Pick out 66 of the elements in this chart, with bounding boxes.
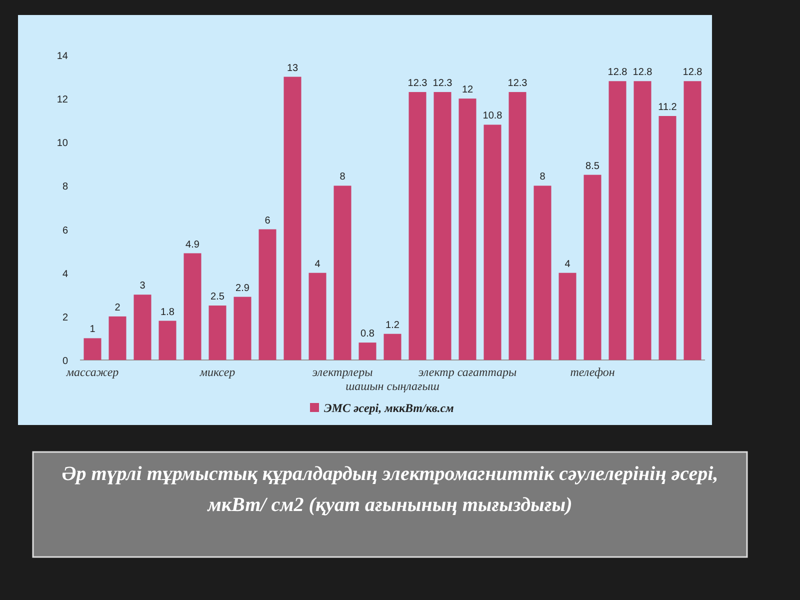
bar (134, 294, 152, 360)
x-tick-label: телефон (570, 365, 615, 379)
bar (208, 306, 226, 360)
data-label: 12.8 (682, 67, 703, 78)
data-label: 12.3 (508, 78, 528, 90)
bar (658, 116, 676, 360)
x-tick-label: миксер (198, 365, 236, 379)
data-label: 4.9 (186, 239, 200, 250)
bar (334, 186, 352, 360)
y-tick-label: 8 (62, 182, 68, 193)
data-label: 12.8 (632, 67, 653, 78)
data-label: 12.3 (408, 78, 428, 90)
data-label: 10.8 (482, 110, 503, 122)
bar (508, 92, 526, 360)
data-label: 0.8 (360, 328, 375, 340)
y-tick-label: 2 (62, 312, 68, 324)
bar (484, 124, 502, 360)
bar (684, 81, 702, 360)
bar (358, 342, 376, 360)
x-tick-label: электр сағаттары (418, 365, 517, 379)
data-label: 3 (140, 280, 146, 292)
data-label: 6 (264, 215, 271, 226)
bar (408, 92, 426, 360)
bar (584, 174, 602, 360)
data-label: 8 (540, 172, 546, 183)
bar (534, 186, 552, 360)
text: Әр түрлі тұрмыстық құралдардың электромагниттік сәулелерінің әсері, мкВт/ см2 (қуат ағынының тығыздығы) (60, 462, 720, 518)
bar (608, 81, 626, 360)
legend-label: ЭМС әсері, мккВт/кв.см (324, 401, 454, 415)
bar (84, 338, 102, 360)
bar (108, 316, 126, 360)
data-label: 11.2 (658, 102, 678, 113)
data-label: 1.2 (386, 320, 400, 331)
data-label: 4 (564, 258, 571, 270)
data-label: 12.3 (432, 78, 453, 90)
data-label: 2 (114, 302, 121, 314)
data-label: 1.8 (160, 306, 175, 318)
bar (258, 229, 276, 360)
data-label: 4 (314, 258, 321, 270)
y-tick-label: 4 (62, 268, 68, 280)
bar (458, 98, 476, 360)
bar (184, 253, 202, 360)
x-tick-label: шашын сыңлағыш (346, 379, 440, 393)
bar (284, 76, 302, 360)
data-label: 2.5 (210, 292, 225, 303)
x-tick-label: массажер (65, 365, 119, 379)
data-label: 8 (340, 172, 346, 183)
bar (384, 334, 402, 360)
y-tick-label: 10 (56, 138, 68, 150)
data-label: 12 (462, 84, 474, 96)
data-label: 2.9 (236, 282, 250, 294)
y-tick-label: 6 (62, 225, 68, 236)
data-label: 12.8 (608, 67, 628, 78)
bar (558, 272, 576, 360)
bar (308, 272, 326, 360)
data-label: 8.5 (586, 160, 600, 172)
y-tick-label: 0 (62, 356, 68, 367)
data-label: 13 (286, 62, 298, 74)
bar (158, 320, 176, 360)
y-tick-label: 14 (56, 51, 68, 62)
y-tick-label: 12 (56, 94, 68, 106)
bar (634, 81, 652, 360)
bar (234, 296, 252, 360)
bar (434, 92, 452, 360)
x-tick-label: электрлеры (312, 365, 373, 379)
data-label: 1 (90, 324, 96, 336)
